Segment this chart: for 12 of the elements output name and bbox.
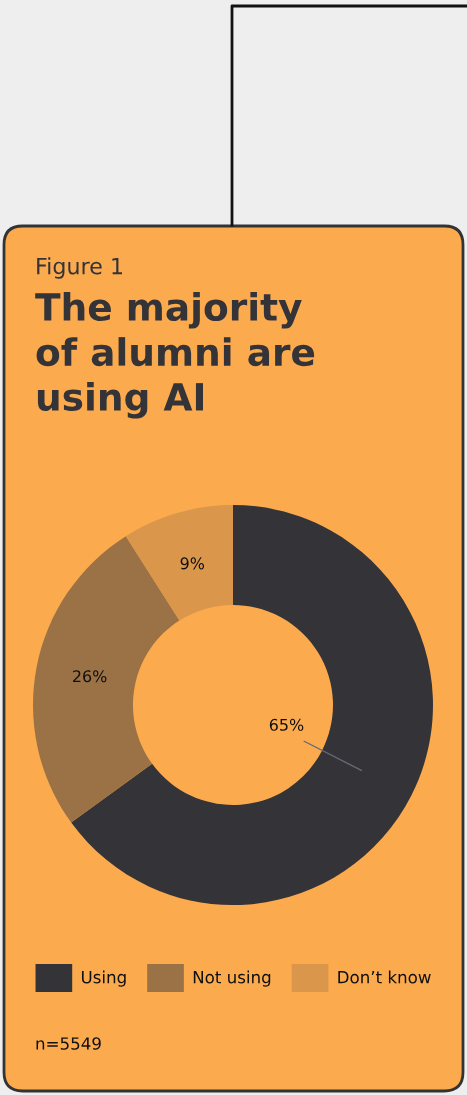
chart-subtitle: Figure 1	[37, 257, 122, 279]
chart-title: The majority of alumni are using AI	[35, 292, 315, 419]
donut-slice	[33, 536, 180, 823]
donut-slice	[71, 505, 433, 905]
data-label: 26%	[73, 670, 107, 683]
data-label: 65%	[269, 718, 304, 731]
legend-label: Don’t know	[338, 970, 431, 984]
legend-label: Using	[81, 970, 126, 987]
text: n=5549	[36, 1037, 101, 1050]
legend-label: Not using	[193, 970, 271, 987]
donut-slice	[125, 505, 233, 621]
data-label: 9%	[180, 557, 205, 570]
